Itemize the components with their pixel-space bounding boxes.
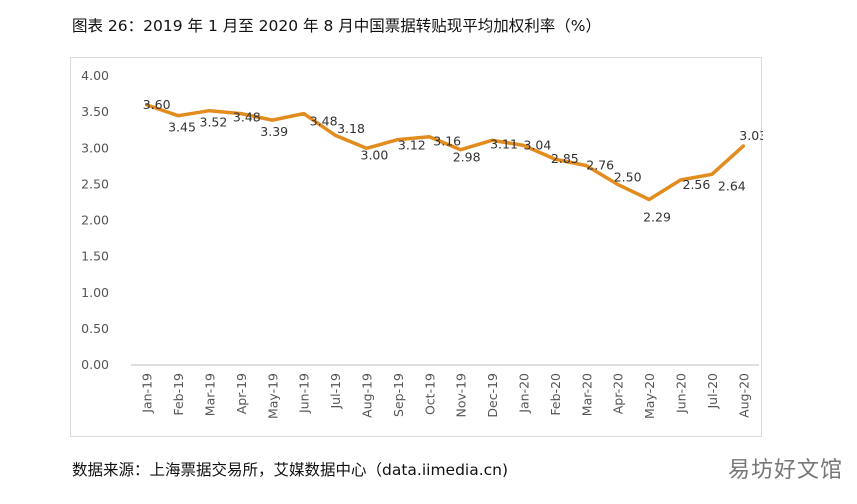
x-tick-label: Jul-20	[705, 373, 720, 410]
y-tick-label: 0.00	[81, 357, 109, 372]
y-tick-label: 3.50	[81, 104, 109, 119]
y-axis: 0.00 0.50 1.00 1.50 2.00 2.50 3.00 3.50 4.00	[81, 68, 109, 372]
watermark: 易坊好文馆	[727, 458, 843, 483]
data-label: 3.39	[260, 124, 288, 139]
x-tick-label: Jan-19	[140, 373, 155, 414]
x-tick-label: Jun-19	[297, 373, 312, 414]
y-tick-label: 2.00	[81, 213, 109, 228]
x-tick-label: Jun-20	[674, 373, 689, 414]
y-tick-label: 3.00	[81, 140, 109, 155]
data-label: 3.45	[168, 120, 196, 135]
data-label: 3.48	[310, 114, 338, 129]
y-tick-label: 1.50	[81, 249, 109, 264]
x-tick-label: Apr-19	[234, 373, 249, 414]
x-tick-label: Mar-20	[579, 373, 594, 416]
chart-frame: 0.00 0.50 1.00 1.50 2.00 2.50 3.00 3.50 4.00 Jan…	[70, 57, 763, 437]
x-tick-label: Aug-19	[360, 373, 375, 418]
data-label: 3.00	[361, 147, 389, 162]
data-label: 3.60	[143, 97, 171, 112]
series-layer	[144, 103, 746, 202]
y-tick-label: 4.00	[81, 68, 109, 83]
x-tick-label: May-19	[265, 373, 280, 419]
data-labels: 3.603.45 3.52 3.483.393.483.183.003.12 3.16…	[143, 97, 763, 225]
data-label: 2.64	[718, 178, 746, 193]
x-tick-label: Jul-19	[328, 373, 343, 410]
data-label: 3.12	[398, 138, 426, 153]
x-tick-label: Oct-19	[422, 373, 437, 415]
x-tick-label: Apr-20	[611, 373, 626, 414]
x-tick-label: Feb-20	[548, 373, 563, 416]
data-label: 3.48	[233, 110, 261, 125]
y-tick-label: 2.50	[81, 176, 109, 191]
series-line	[144, 103, 746, 202]
x-tick-label: Sep-19	[391, 373, 406, 417]
x-tick-label: Dec-19	[485, 373, 500, 418]
data-label: 2.98	[453, 150, 481, 165]
x-tick-label: Feb-19	[171, 373, 186, 416]
x-tick-label: Mar-19	[203, 373, 218, 416]
line-chart: 0.00 0.50 1.00 1.50 2.00 2.50 3.00 3.50 4.00 Jan…	[81, 68, 763, 419]
chart-title: 图表 26：2019 年 1 月至 2020 年 8 月中国票据转贴现平均加权利…	[72, 17, 601, 35]
data-label: 3.04	[524, 137, 552, 152]
data-label: 2.29	[643, 210, 671, 225]
x-tick-label: Jan-20	[517, 373, 532, 414]
data-label: 3.52	[200, 115, 228, 130]
data-label: 3.03	[739, 128, 763, 143]
data-label: 2.50	[614, 169, 642, 184]
data-label: 3.16	[433, 134, 461, 149]
data-label: 3.18	[337, 121, 365, 136]
source-note: 数据来源：上海票据交易所，艾媒数据中心（data.iimedia.cn)	[72, 461, 509, 479]
data-label: 2.85	[551, 151, 579, 166]
x-tick-label: Nov-19	[454, 373, 469, 418]
data-label: 3.11	[490, 136, 518, 151]
x-axis: Jan-19 Feb-19 Mar-19 Apr-19 May-19 Jun-19 Jul-…	[131, 364, 759, 419]
data-label: 2.56	[683, 177, 711, 192]
data-label: 2.76	[586, 158, 614, 173]
y-tick-label: 1.00	[81, 285, 109, 300]
x-tick-label: Aug-20	[736, 373, 751, 418]
y-tick-label: 0.50	[81, 321, 109, 336]
x-tick-label: May-20	[642, 373, 657, 419]
